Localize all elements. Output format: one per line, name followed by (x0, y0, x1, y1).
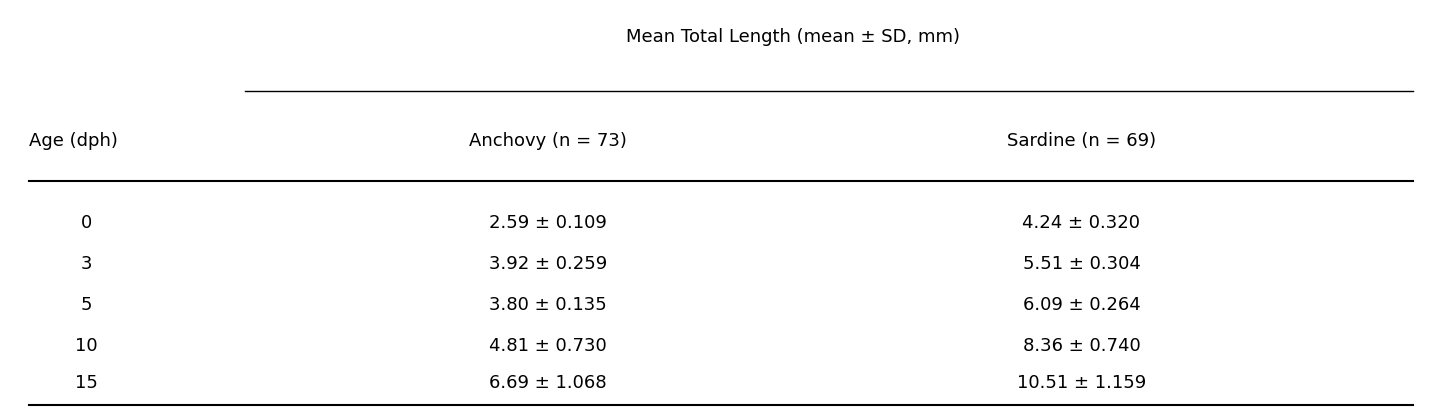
Text: 2.59 ± 0.109: 2.59 ± 0.109 (489, 214, 607, 232)
Text: 0: 0 (81, 214, 92, 232)
Text: 3: 3 (81, 255, 92, 273)
Text: Age (dph): Age (dph) (29, 132, 118, 150)
Text: 6.69 ± 1.068: 6.69 ± 1.068 (489, 373, 607, 391)
Text: 8.36 ± 0.740: 8.36 ± 0.740 (1022, 337, 1141, 355)
Text: 4.24 ± 0.320: 4.24 ± 0.320 (1022, 214, 1141, 232)
Text: Anchovy (n = 73): Anchovy (n = 73) (469, 132, 627, 150)
Text: 3.92 ± 0.259: 3.92 ± 0.259 (489, 255, 607, 273)
Text: 4.81 ± 0.730: 4.81 ± 0.730 (489, 337, 607, 355)
Text: Mean Total Length (mean ± SD, mm): Mean Total Length (mean ± SD, mm) (626, 28, 960, 46)
Text: Sardine (n = 69): Sardine (n = 69) (1007, 132, 1156, 150)
Text: 15: 15 (75, 373, 98, 391)
Text: 6.09 ± 0.264: 6.09 ± 0.264 (1022, 296, 1141, 314)
Text: 10.51 ± 1.159: 10.51 ± 1.159 (1017, 373, 1146, 391)
Text: 5: 5 (81, 296, 92, 314)
Text: 10: 10 (75, 337, 98, 355)
Text: 3.80 ± 0.135: 3.80 ± 0.135 (489, 296, 607, 314)
Text: 5.51 ± 0.304: 5.51 ± 0.304 (1022, 255, 1141, 273)
